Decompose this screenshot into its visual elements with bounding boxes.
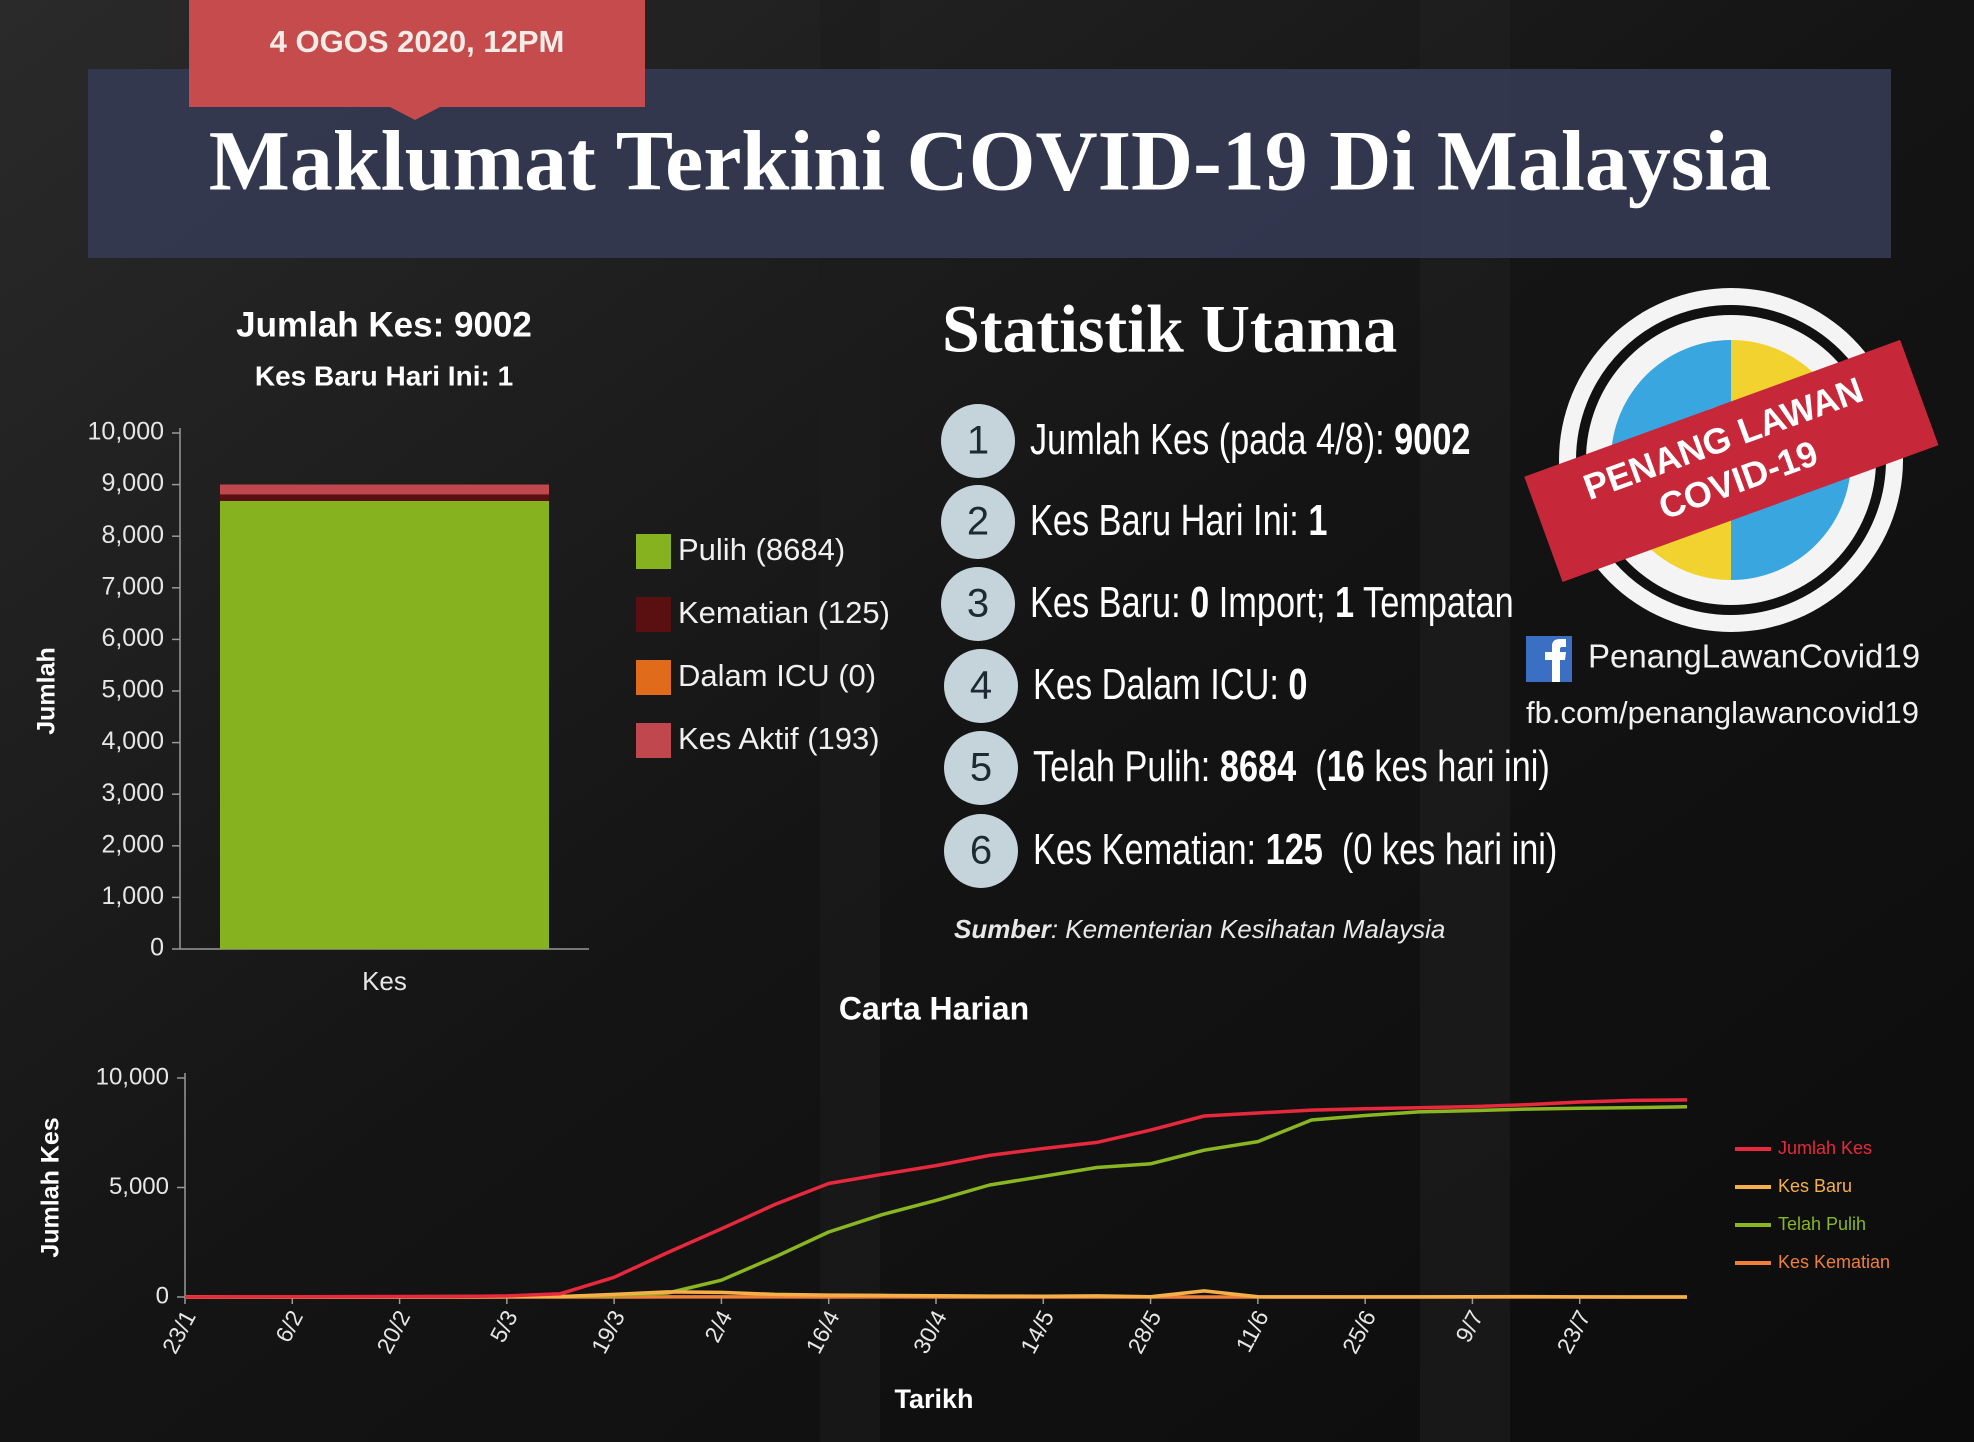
stat-text: Kes Baru Hari Ini: 1 (1030, 497, 1327, 546)
stat-value: 1 (1308, 497, 1327, 546)
stat-label: Kes Baru: (1030, 579, 1190, 628)
stat-text: Telah Pulih: 8684 (16 kes hari ini) (1033, 743, 1550, 792)
legend-label: Jumlah Kes (1778, 1138, 1872, 1158)
legend-swatch (636, 597, 671, 632)
y-tick-label: 0 (156, 1282, 169, 1309)
stat-text: Jumlah Kes (pada 4/8): 9002 (1030, 416, 1470, 465)
y-axis-label: Jumlah (33, 647, 61, 735)
y-tick-label: 5,000 (101, 676, 164, 704)
legend-label: Telah Pulih (1778, 1214, 1866, 1234)
stat-label: Kes Dalam ICU: (1033, 661, 1288, 710)
y-tick-label: 9,000 (101, 469, 164, 497)
stat-text: Kes Kematian: 125 (0 kes hari ini) (1033, 826, 1557, 875)
y-tick-label: 3,000 (101, 779, 164, 807)
y-tick-label: 1,000 (101, 882, 164, 910)
stat-label: kes hari ini) (1365, 743, 1550, 792)
legend-label: Kes Baru (1778, 1176, 1852, 1196)
legend-swatch (636, 660, 671, 695)
y-tick-label: 7,000 (101, 572, 164, 600)
facebook-url: fb.com/penanglawancovid19 (1526, 695, 1919, 730)
legend-label: Kes Kematian (1778, 1252, 1890, 1272)
bar-segment (220, 484, 549, 495)
source: Sumber: Kementerian Kesihatan Malaysia (954, 914, 1445, 944)
facebook-name: PenangLawanCovid19 (1588, 638, 1920, 675)
y-tick-label: 4,000 (101, 727, 164, 755)
stat-label: Tempatan (1354, 579, 1514, 628)
y-tick-label: 2,000 (101, 830, 164, 858)
y-tick-label: 10,000 (96, 1063, 169, 1090)
stat-label: ( (1296, 743, 1326, 792)
facebook-glyph (1545, 639, 1566, 682)
y-tick-label: 5,000 (109, 1173, 169, 1200)
y-axis-label: Jumlah Kes (37, 1117, 65, 1257)
stat-item: Telah Pulih: 8684 (16 kes hari ini) (1033, 743, 1550, 792)
stat-label: (0 kes hari ini) (1323, 826, 1557, 875)
legend-swatch (636, 534, 671, 569)
series-line (184, 1098, 1688, 1299)
stat-badge (944, 731, 1018, 805)
legend-label: Kes Aktif (193) (678, 721, 880, 756)
x-axis-label: Tarikh (894, 1384, 973, 1414)
charts: 0 1,000 2,000 3,000 4,000 5,000 6,000 7,000 8,00… (33, 305, 1890, 1414)
bar-segment (220, 494, 549, 501)
stat-badge (944, 649, 1018, 723)
stat-number: 3 (967, 582, 989, 626)
stat-item: Jumlah Kes (pada 4/8): 9002 (1030, 416, 1470, 465)
page-title: Maklumat Terkini COVID-19 Di Malaysia (209, 113, 1771, 209)
stat-label: Telah Pulih: (1033, 743, 1220, 792)
legend-label: Kematian (125) (678, 595, 890, 630)
chart-title: Jumlah Kes: 9002 (236, 305, 532, 344)
stat-number: 1 (967, 419, 989, 463)
stat-item: Kes Kematian: 125 (0 kes hari ini) (1033, 826, 1557, 875)
legend-label: Dalam ICU (0) (678, 658, 876, 693)
source-label: Sumber (954, 914, 1053, 944)
source-text: : Kementerian Kesihatan Malaysia (1051, 914, 1446, 944)
chart-subtitle: Kes Baru Hari Ini: 1 (255, 360, 513, 391)
stat-text: Kes Dalam ICU: 0 (1033, 661, 1308, 710)
stat-value: 9002 (1394, 416, 1470, 465)
stat-item: Kes Dalam ICU: 0 (1033, 661, 1308, 710)
stat-label: Import; (1209, 579, 1335, 628)
logo-banner (1524, 339, 1939, 582)
stat-number: 5 (970, 746, 992, 790)
stat-label: Kes Kematian: (1033, 826, 1266, 875)
x-tick-label: Kes (362, 966, 407, 996)
stat-text: Kes Baru: 0 Import; 1 Tempatan (1030, 579, 1514, 628)
stat-item: Kes Baru Hari Ini: 1 (1030, 497, 1327, 546)
date-banner (189, 0, 645, 120)
stats-list: 1 Jumlah Kes (pada 4/8): 9002 2 Kes Baru Ha… (941, 404, 1557, 888)
logo: PENANG LAWAN COVID-19 (1524, 288, 1939, 632)
stat-number: 6 (970, 829, 992, 873)
y-tick-label: 10,000 (88, 418, 164, 446)
chart-title: Carta Harian (839, 990, 1029, 1026)
stat-badge (941, 404, 1015, 478)
legend-label: Pulih (8684) (678, 532, 845, 567)
bar-segment (220, 500, 549, 949)
y-tick-label: 8,000 (101, 521, 164, 549)
stats-title: Statistik Utama (942, 291, 1397, 367)
stat-value: 125 (1266, 826, 1323, 875)
stat-badge (944, 814, 1018, 888)
stat-value: 8684 (1220, 743, 1296, 792)
stat-number: 4 (970, 664, 992, 708)
stat-badge (941, 485, 1015, 559)
y-tick-label: 6,000 (101, 624, 164, 652)
stat-item: Kes Baru: 0 Import; 1 Tempatan (1030, 579, 1514, 628)
stat-number: 2 (967, 500, 989, 544)
stat-label: Jumlah Kes (pada 4/8): (1030, 416, 1394, 465)
stat-label: Kes Baru Hari Ini: (1030, 497, 1308, 546)
stat-value: 16 (1327, 743, 1365, 792)
stat-value: 0 (1288, 661, 1307, 710)
date: 4 OGOS 2020, 12PM (270, 24, 565, 59)
stat-value: 0 (1190, 579, 1209, 628)
stat-badge (941, 567, 1015, 641)
legend-swatch (636, 723, 671, 758)
stat-value: 1 (1335, 579, 1354, 628)
y-tick-label: 0 (150, 934, 164, 962)
